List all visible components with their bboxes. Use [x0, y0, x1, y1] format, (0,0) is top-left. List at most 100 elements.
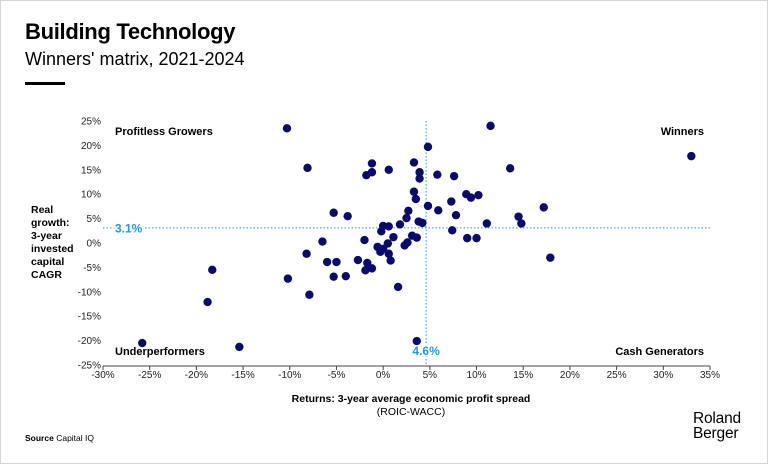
y-tick-label: -15%: [78, 312, 101, 323]
data-point: [448, 226, 457, 235]
data-point: [393, 282, 403, 292]
data-point: [415, 174, 424, 183]
data-point: [412, 233, 421, 242]
data-point: [329, 208, 338, 217]
y-tick-label: 10%: [81, 190, 101, 201]
quadrant-label-cash-generators: Cash Generators: [615, 346, 704, 358]
data-point: [423, 142, 433, 152]
data-point: [546, 253, 555, 262]
data-point: [451, 210, 461, 220]
data-point: [386, 256, 395, 265]
data-point: [514, 212, 523, 221]
x-tick-label: -30%: [91, 370, 114, 381]
x-axis-label-main: Returns: 3-year average economic profit …: [291, 393, 531, 405]
data-point: [447, 197, 456, 206]
page-title: Building Technology: [25, 19, 236, 44]
logo-line-1: Roland: [693, 410, 741, 427]
data-point: [343, 211, 352, 221]
data-point: [517, 219, 526, 228]
source-note: Source Capital IQ: [25, 433, 94, 443]
y-tick-label: 5%: [87, 214, 102, 225]
data-point: [400, 241, 409, 250]
y-tick-label: 25%: [81, 117, 101, 128]
data-point: [482, 219, 492, 228]
data-point: [466, 193, 476, 202]
data-point: [318, 237, 327, 246]
data-point: [367, 159, 377, 168]
x-tick-label: -25%: [138, 370, 161, 381]
data-point: [302, 249, 311, 258]
logo-line-2: Berger: [693, 425, 739, 442]
data-point: [235, 342, 244, 352]
y-axis-label-line: 3-year: [31, 230, 62, 242]
y-tick-label: -5%: [83, 263, 101, 274]
data-point: [332, 257, 341, 267]
data-point: [361, 266, 370, 275]
data-point: [434, 206, 443, 215]
data-point: [539, 203, 548, 212]
x-tick-label: 15%: [513, 370, 533, 381]
data-point: [411, 194, 421, 204]
source-label: Source: [25, 433, 54, 443]
x-tick-label: 30%: [653, 370, 673, 381]
data-point: [367, 264, 377, 273]
y-axis-label-line: Real: [31, 204, 54, 216]
data-point: [377, 227, 386, 236]
data-point: [472, 233, 481, 243]
quadrant-label-profitless-growers: Profitless Growers: [115, 126, 213, 138]
x-tick-label: 20%: [560, 370, 580, 381]
data-point: [687, 151, 696, 161]
data-point: [474, 190, 483, 200]
data-point: [449, 171, 459, 181]
data-point: [305, 290, 314, 299]
y-axis-label: Real growth: 3-year invested capital CAG…: [31, 204, 85, 282]
y-tick-label: -25%: [78, 361, 101, 372]
data-point: [353, 255, 363, 265]
x-tick-label: -15%: [231, 370, 254, 381]
data-point: [341, 271, 350, 281]
x-tick-label: -20%: [185, 370, 208, 381]
roland-berger-logo: Roland Berger: [693, 410, 741, 442]
data-point: [384, 249, 393, 258]
y-tick-label: -20%: [78, 336, 101, 347]
source-text: Capital IQ: [56, 433, 94, 443]
data-point: [402, 213, 411, 223]
y-reference-label: 3.1%: [115, 221, 143, 235]
x-axis-label-sub: (ROIC-WACC): [376, 406, 446, 418]
x-tick-label: 35%: [700, 370, 720, 381]
data-point: [418, 218, 427, 228]
data-point: [395, 220, 405, 229]
y-tick-label: 15%: [81, 165, 101, 176]
reference-lines: [103, 121, 710, 365]
data-point: [203, 297, 212, 307]
y-tick-label: -10%: [78, 287, 101, 298]
data-point: [303, 163, 312, 173]
quadrant-label-winners: Winners: [661, 126, 704, 138]
data-point: [283, 274, 293, 283]
data-points: [138, 121, 696, 352]
data-point: [329, 272, 338, 281]
data-point: [433, 170, 442, 179]
quadrant-label-underperformers: Underperformers: [115, 346, 205, 358]
data-point: [362, 170, 371, 180]
data-point: [404, 206, 413, 215]
x-tick-label: 10%: [467, 370, 487, 381]
y-tick-label: 0%: [87, 239, 102, 250]
x-tick-label: -10%: [278, 370, 301, 381]
data-point: [409, 187, 419, 196]
data-point: [409, 158, 419, 167]
x-tick-label: 5%: [423, 370, 438, 381]
x-axis-label: Returns: 3-year average economic profit …: [241, 393, 581, 419]
data-point: [376, 247, 385, 256]
data-point: [138, 338, 147, 348]
x-reference-label: 4.6%: [412, 344, 440, 358]
y-axis-label-line: invested: [31, 243, 74, 255]
data-point: [389, 232, 398, 242]
chart-labels: 3.1% 4.6% Profitless Growers Winners Underpe…: [114, 126, 705, 360]
data-point: [486, 121, 495, 131]
x-tick-label: 0%: [376, 370, 391, 381]
data-point: [412, 336, 421, 346]
data-point: [463, 233, 472, 243]
